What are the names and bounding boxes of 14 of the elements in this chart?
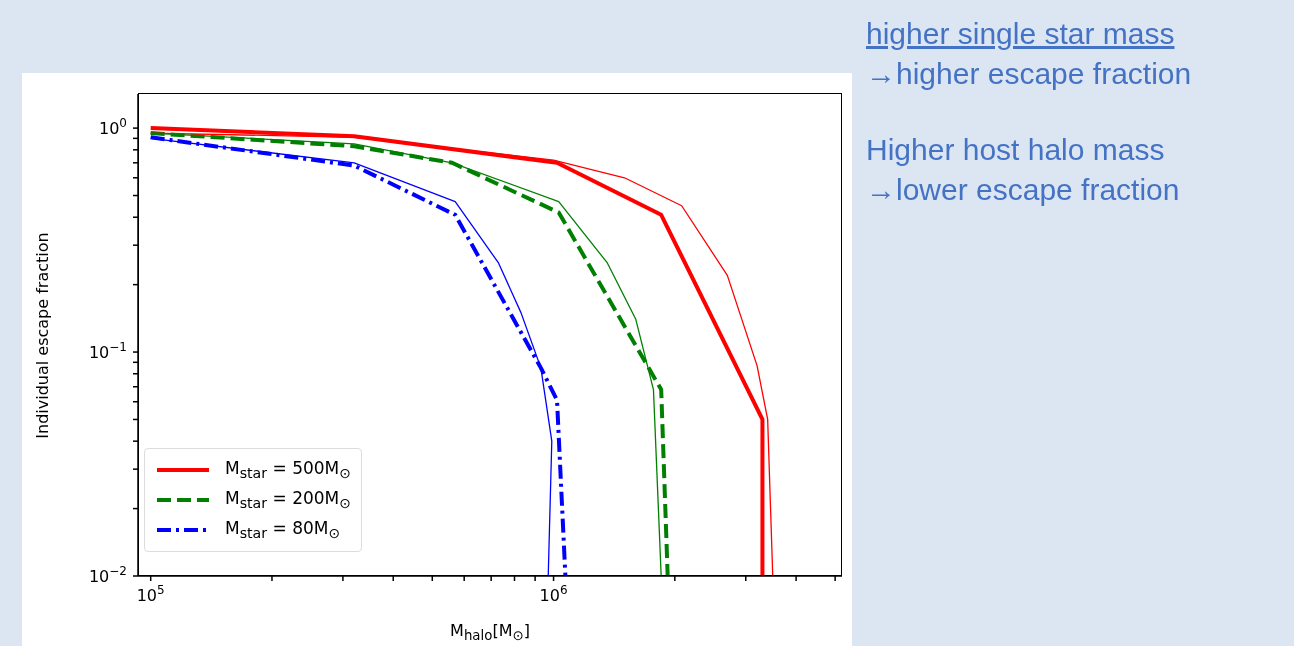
text: Higher host halo mass	[866, 132, 1166, 168]
y-tick-label: 10$^{−2}$	[88, 564, 127, 586]
legend-label: M$_{star}$ = 200M$_{⊙}$	[225, 488, 352, 512]
text: higher single star mass	[866, 16, 1176, 52]
text: →higher escape fraction	[866, 56, 1192, 92]
text: →lower escape fraction	[866, 172, 1181, 208]
y-tick-label: 10$^{−1}$	[88, 340, 127, 363]
x-tick-label: 10$^{6}$	[539, 583, 568, 605]
x-tick-label: 10$^{5}$	[136, 583, 165, 605]
x-axis-title: M$_{halo}$[M$_{⊙}$]	[449, 621, 531, 644]
y-axis-title: Individual escape fraction	[32, 231, 52, 439]
legend-label: M$_{star}$ = 500M$_{⊙}$	[225, 458, 352, 482]
legend-label: M$_{star}$ = 80M$_{⊙}$	[225, 518, 341, 542]
y-tick-label: 10$^{0}$	[99, 116, 127, 139]
